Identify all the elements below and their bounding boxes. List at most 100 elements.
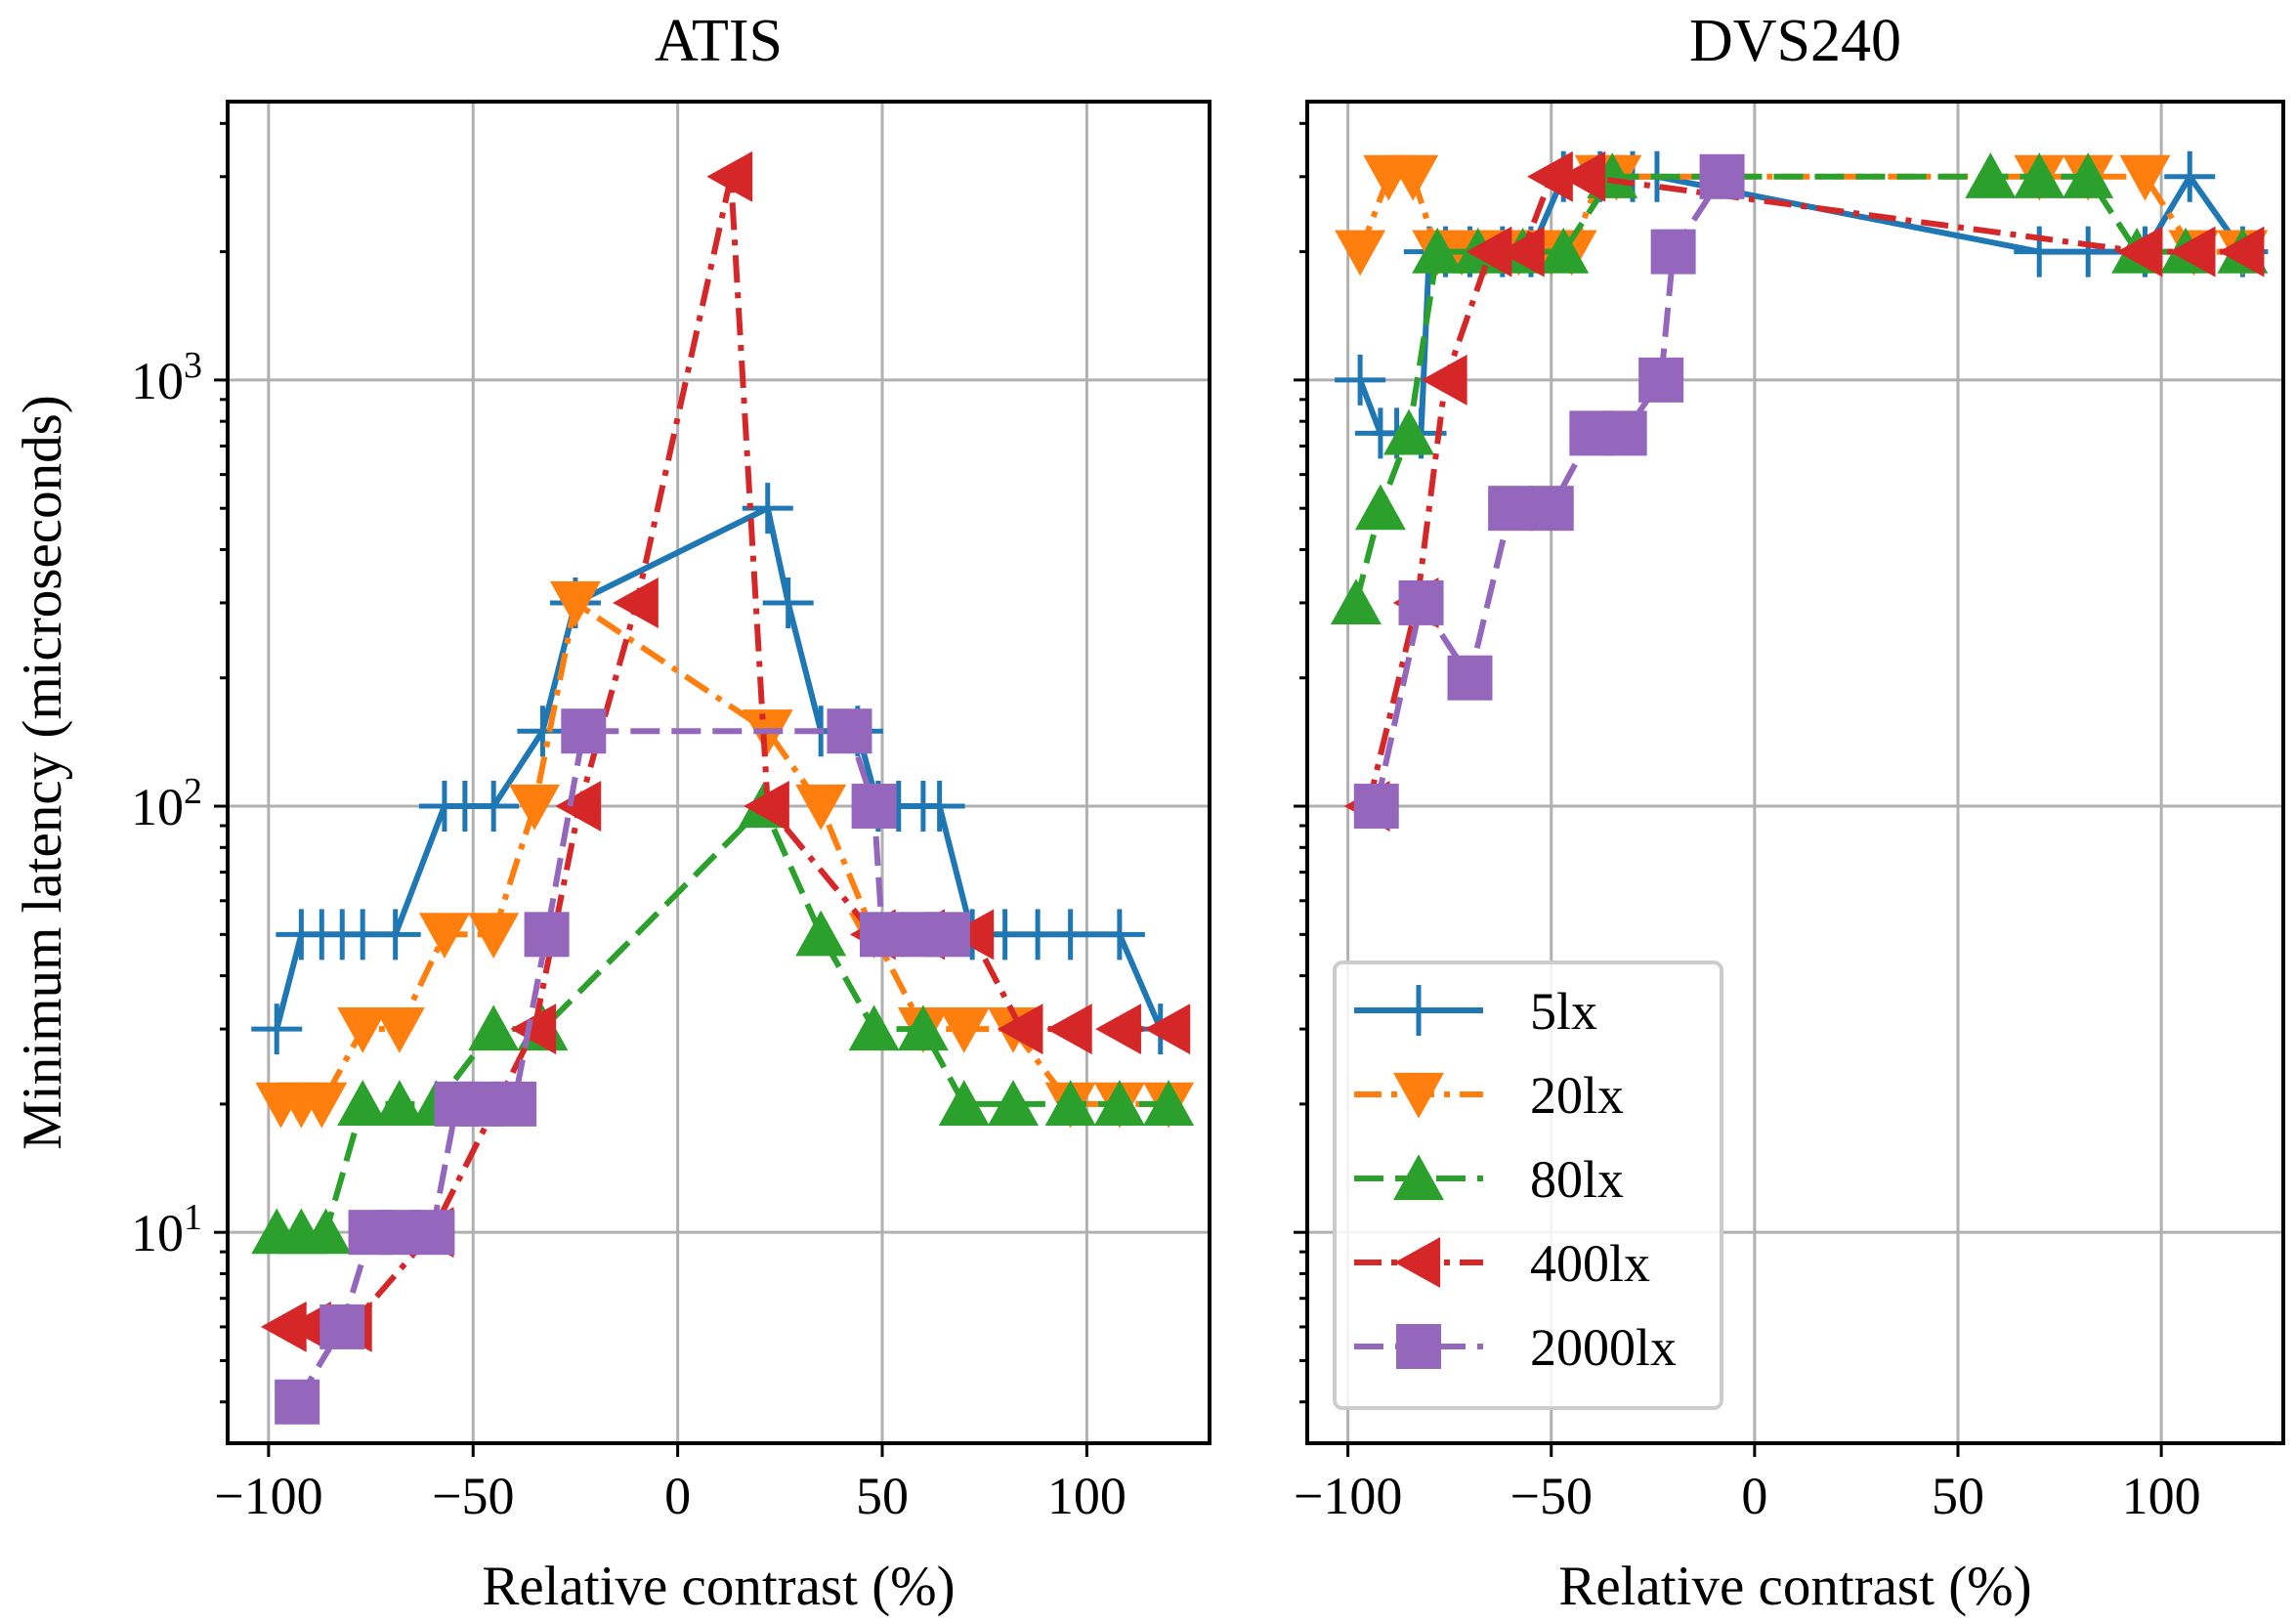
chart-title: DVS240: [1689, 8, 1901, 74]
x-axis-label: Relative contrast (%): [482, 1556, 955, 1617]
marker-2000lx: [1353, 784, 1399, 830]
x-tick-label: 100: [1047, 1467, 1127, 1525]
y-tick-label: 103: [131, 345, 202, 410]
marker-80lx: [1044, 1080, 1096, 1126]
marker-2000lx: [1447, 655, 1493, 701]
marker-2000lx: [925, 912, 970, 958]
legend-label-400lx: 400lx: [1530, 1234, 1650, 1293]
marker-2000lx: [561, 708, 607, 754]
marker-400lx: [555, 781, 602, 833]
marker-5lx: [369, 909, 421, 961]
marker-20lx: [373, 1006, 425, 1053]
marker-400lx: [613, 577, 659, 628]
marker-5lx: [2014, 226, 2065, 278]
marker-80lx: [2062, 152, 2114, 198]
marker-400lx: [997, 1004, 1043, 1055]
marker-80lx: [300, 1208, 352, 1255]
marker-80lx: [1330, 578, 1382, 625]
marker-80lx: [897, 1004, 949, 1051]
marker-400lx: [706, 150, 753, 202]
marker-5lx: [1093, 909, 1145, 961]
marker-400lx: [744, 781, 789, 833]
marker-5lx: [2164, 150, 2216, 202]
legend-marker-2000lx: [1396, 1324, 1441, 1369]
marker-400lx: [1527, 150, 1573, 202]
marker-5lx: [468, 781, 520, 833]
x-tick-label: 100: [2122, 1467, 2201, 1525]
series-line-400lx: [284, 173, 1169, 1330]
marker-400lx: [1144, 1004, 1191, 1055]
marker-5lx: [1335, 354, 1386, 406]
marker-400lx: [1498, 226, 1545, 278]
panel-dvs240: −100 −50 0 50 100 DVS240 Relative contrast (%)…: [1294, 8, 2285, 1617]
marker-5lx: [517, 705, 569, 757]
marker-80lx: [1093, 1080, 1145, 1126]
marker-400lx: [2169, 226, 2216, 278]
marker-400lx: [510, 1004, 557, 1055]
marker-80lx: [1538, 227, 1590, 274]
marker-20lx: [509, 784, 561, 831]
marker-20lx: [337, 1006, 389, 1053]
marker-400lx: [285, 1301, 331, 1352]
marker-400lx: [1466, 226, 1512, 278]
marker-2000lx: [1699, 153, 1745, 199]
marker-80lx: [848, 1004, 900, 1051]
marker-2000lx: [275, 1379, 320, 1425]
x-tick-label: 50: [1932, 1467, 1984, 1525]
marker-80lx: [988, 1080, 1039, 1126]
legend-marker-20lx: [1393, 1072, 1444, 1119]
marker-400lx: [1559, 150, 1606, 202]
marker-20lx: [296, 1082, 348, 1129]
y-tick-label: 102: [131, 771, 202, 836]
marker-2000lx: [491, 1081, 537, 1127]
marker-2000lx: [524, 912, 570, 958]
legend-marker-400lx: [1394, 1237, 1441, 1288]
marker-80lx: [1143, 1080, 1195, 1126]
marker-20lx: [418, 913, 470, 960]
legend-marker-80lx: [1393, 1154, 1444, 1201]
plot-area: [1330, 150, 2269, 833]
marker-5lx: [251, 1004, 303, 1055]
marker-400lx: [1095, 1004, 1141, 1055]
marker-400lx: [2116, 226, 2163, 278]
x-tick-label: 50: [856, 1467, 909, 1525]
marker-400lx: [948, 909, 995, 961]
marker-400lx: [1421, 354, 1467, 406]
marker-20lx: [2119, 154, 2171, 201]
marker-20lx: [1387, 154, 1439, 201]
legend: 5lx 20lx 80lx 400lx 2000lx: [1333, 961, 1723, 1410]
y-tick-label: 101: [131, 1197, 202, 1262]
marker-80lx: [938, 1080, 990, 1126]
marker-20lx: [795, 784, 847, 831]
marker-5lx: [762, 577, 814, 628]
axes-frame: [1305, 100, 2285, 1445]
marker-2000lx: [1528, 486, 1574, 532]
series-line-5lx: [274, 505, 1164, 1031]
marker-80lx: [373, 1080, 425, 1126]
series-line-2000lx: [1373, 175, 1725, 807]
legend-label-2000lx: 2000lx: [1530, 1318, 1677, 1377]
marker-5lx: [1044, 909, 1096, 961]
x-axis-label: Relative contrast (%): [1558, 1556, 2031, 1617]
y-axis-label: Minimum latency (microseconds): [12, 395, 73, 1149]
marker-20lx: [549, 580, 601, 627]
marker-80lx: [1412, 227, 1464, 274]
marker-2000lx: [1601, 410, 1647, 456]
marker-80lx: [337, 1080, 389, 1126]
marker-2000lx: [409, 1210, 455, 1256]
marker-2000lx: [851, 784, 897, 830]
marker-2000lx: [1638, 357, 1684, 403]
series-line-5lx: [1357, 173, 2245, 437]
marker-5lx: [2062, 226, 2114, 278]
chart-title: ATIS: [655, 8, 783, 74]
legend-label-80lx: 80lx: [1530, 1150, 1624, 1209]
marker-400lx: [2218, 226, 2265, 278]
marker-80lx: [1354, 484, 1406, 531]
marker-80lx: [1965, 152, 2017, 198]
x-tick-label: −50: [1510, 1467, 1593, 1525]
marker-20lx: [938, 1006, 990, 1053]
marker-2000lx: [1398, 579, 1444, 625]
series-line-2000lx: [294, 728, 948, 1404]
marker-2000lx: [1488, 486, 1534, 532]
